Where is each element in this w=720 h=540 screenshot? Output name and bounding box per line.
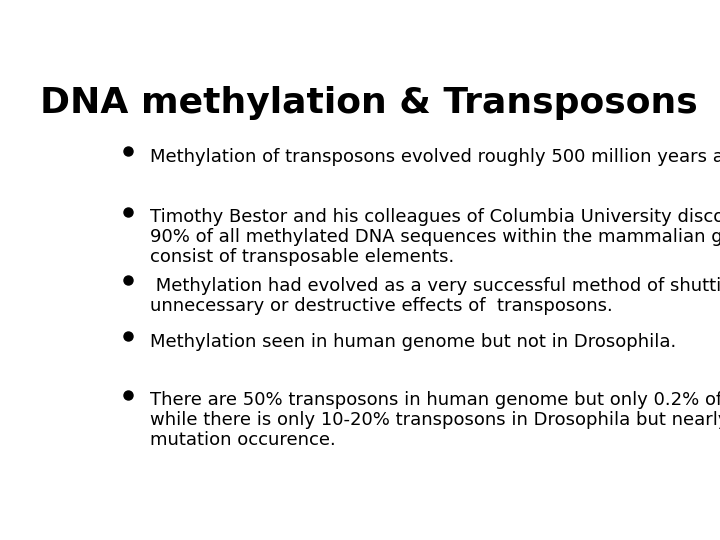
Text: while there is only 10-20% transposons in Drosophila but nearly 85%: while there is only 10-20% transposons i… [150,411,720,429]
Text: Methylation of transposons evolved roughly 500 million years ago.: Methylation of transposons evolved rough… [150,148,720,166]
Text: consist of transposable elements.: consist of transposable elements. [150,248,454,266]
Text: DNA methylation & Transposons: DNA methylation & Transposons [40,85,698,119]
Text: Methylation seen in human genome but not in Drosophila.: Methylation seen in human genome but not… [150,333,677,351]
Text: mutation occurence.: mutation occurence. [150,431,336,449]
Text: 90% of all methylated DNA sequences within the mammalian genome: 90% of all methylated DNA sequences with… [150,228,720,246]
Text: Timothy Bestor and his colleagues of Columbia University discovered that: Timothy Bestor and his colleagues of Col… [150,208,720,226]
Text: There are 50% transposons in human genome but only 0.2% of mutation: There are 50% transposons in human genom… [150,391,720,409]
Text: unnecessary or destructive effects of  transposons.: unnecessary or destructive effects of tr… [150,297,613,315]
Text: Methylation had evolved as a very successful method of shutting down: Methylation had evolved as a very succes… [150,277,720,295]
